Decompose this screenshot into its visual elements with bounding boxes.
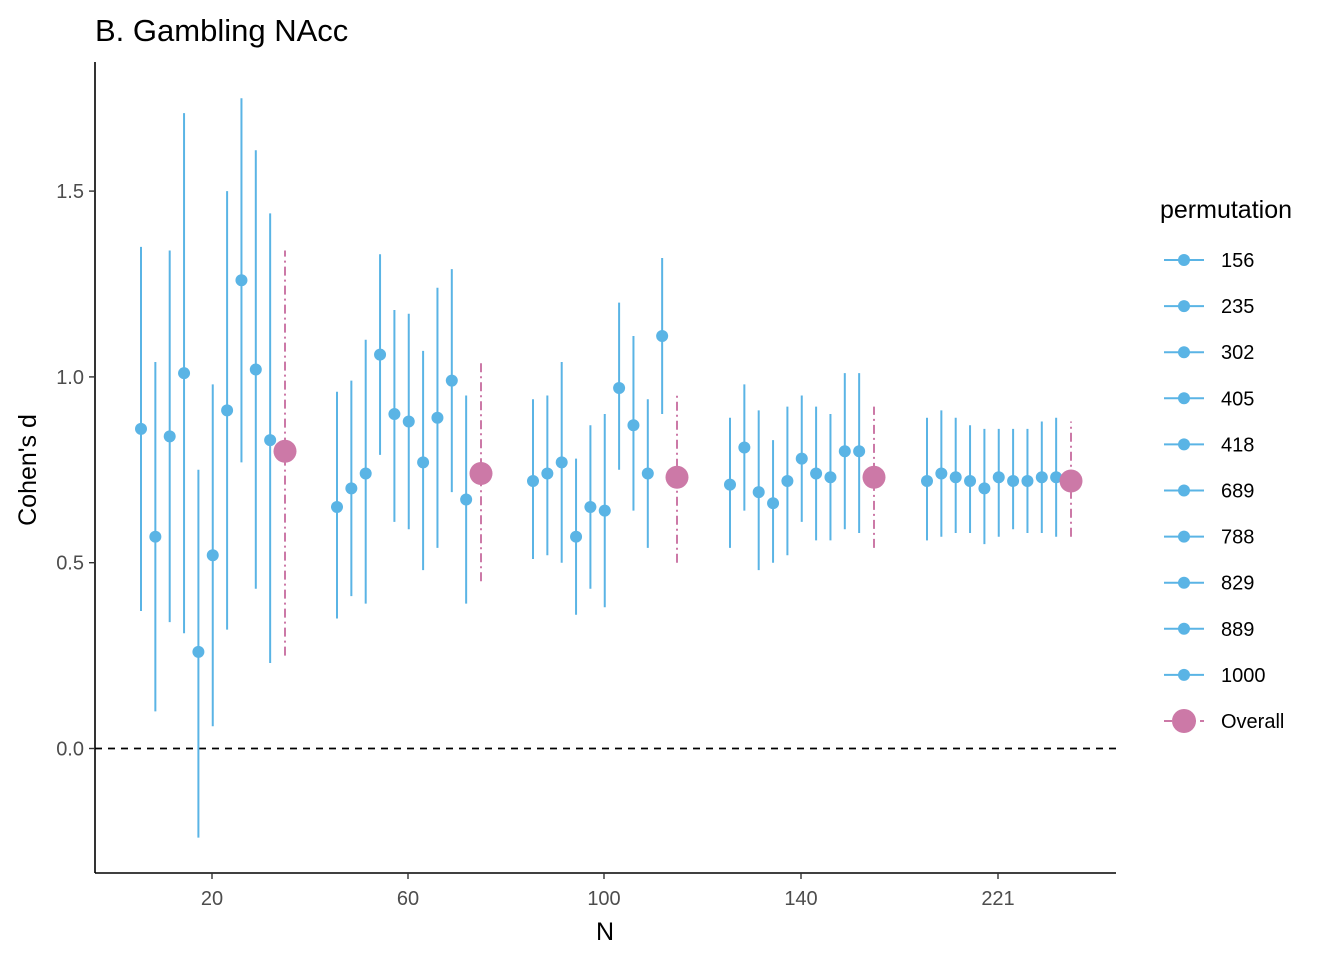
point-221-1000: [1050, 471, 1063, 484]
legend-label-418: 418: [1221, 434, 1254, 456]
point-140-235: [738, 441, 751, 454]
point-60-302: [359, 467, 372, 480]
overall-point-140: [862, 465, 886, 489]
point-60-1000: [460, 493, 473, 506]
point-140-788: [810, 467, 823, 480]
point-60-235: [345, 482, 358, 495]
legend-label-689: 689: [1221, 481, 1254, 503]
x-tick-label: 140: [784, 888, 817, 910]
point-100-889: [641, 467, 654, 480]
point-221-689: [992, 471, 1005, 484]
point-20-235: [149, 530, 162, 543]
point-100-405: [570, 530, 583, 543]
point-140-156: [724, 478, 736, 491]
point-221-156: [921, 474, 933, 487]
point-60-156: [331, 500, 343, 513]
point-100-235: [541, 467, 554, 480]
legend-key-point-689: [1178, 484, 1190, 497]
legend-key-point-405: [1178, 392, 1190, 405]
point-60-788: [417, 456, 430, 469]
legend-label-1000: 1000: [1221, 665, 1266, 687]
point-20-1000: [264, 434, 277, 447]
point-140-418: [781, 474, 794, 487]
point-20-788: [221, 404, 234, 417]
point-60-689: [402, 415, 415, 428]
point-100-418: [584, 500, 597, 513]
point-60-889: [445, 374, 458, 387]
point-140-405: [767, 497, 780, 510]
point-60-829: [431, 411, 444, 424]
point-20-418: [192, 645, 205, 658]
legend-key-point-829: [1178, 576, 1190, 589]
point-221-302: [949, 471, 962, 484]
point-221-829: [1021, 474, 1034, 487]
legend-label-889: 889: [1221, 619, 1254, 641]
legend-label-Overall: Overall: [1221, 711, 1284, 733]
x-tick-label: 100: [587, 888, 620, 910]
point-100-689: [598, 504, 611, 517]
point-140-889: [838, 445, 851, 458]
point-20-889: [249, 363, 262, 376]
legend-key-point-788: [1178, 530, 1190, 543]
point-221-889: [1035, 471, 1048, 484]
x-tick-label: 20: [201, 888, 223, 910]
x-axis-label: N: [596, 918, 614, 946]
point-20-302: [163, 430, 176, 443]
point-140-689: [795, 452, 808, 465]
y-tick-label: 0.0: [56, 739, 84, 761]
legend-key-point-156: [1178, 254, 1190, 266]
point-221-788: [1007, 474, 1020, 487]
legend-label-156: 156: [1221, 250, 1254, 272]
point-100-302: [555, 456, 568, 469]
legend-entries: 156 235 302 405 418 689 788 829 889 1000 Overall: [1164, 250, 1284, 733]
legend-title: permutation: [1160, 196, 1292, 224]
x-axis-ticks: 20 60 100 140 221: [201, 873, 1015, 910]
point-20-689: [206, 549, 219, 562]
y-axis-ticks: 0.0 0.5 1.0 1.5: [56, 181, 95, 761]
legend-label-235: 235: [1221, 296, 1254, 318]
x-tick-label: 60: [397, 888, 419, 910]
point-100-1000: [656, 330, 669, 343]
point-221-235: [935, 467, 948, 480]
point-60-418: [388, 408, 401, 421]
legend-label-788: 788: [1221, 527, 1254, 549]
legend-key-point-889: [1178, 622, 1190, 635]
legend-key-point-302: [1178, 346, 1190, 359]
legend-key-point-overall: [1172, 709, 1196, 733]
legend-key-point-1000: [1178, 668, 1190, 681]
y-tick-label: 0.5: [56, 553, 84, 575]
legend-label-829: 829: [1221, 573, 1254, 595]
point-100-788: [613, 382, 626, 395]
point-20-829: [235, 274, 248, 287]
legend-label-302: 302: [1221, 342, 1254, 364]
y-tick-label: 1.5: [56, 181, 84, 203]
y-tick-label: 1.0: [56, 367, 84, 389]
point-140-829: [824, 471, 837, 484]
point-100-156: [527, 474, 539, 487]
overall-point-100: [665, 465, 689, 489]
overall-point-60: [469, 462, 493, 486]
legend-key-point-418: [1178, 438, 1190, 451]
plot-area: 0.0 0.5 1.0 1.5 20 60 100 140 221: [56, 62, 1116, 910]
chart-title: B. Gambling NAcc: [95, 13, 348, 48]
legend-label-405: 405: [1221, 388, 1254, 410]
overall-point-20: [273, 439, 297, 463]
point-100-829: [627, 419, 640, 432]
point-221-418: [978, 482, 991, 495]
legend: permutation 1562353024054186897888298891…: [1160, 196, 1292, 733]
marks-layer: [135, 98, 1083, 838]
x-tick-label: 221: [981, 888, 1014, 910]
point-60-405: [374, 348, 387, 361]
overall-point-221: [1059, 469, 1083, 493]
legend-key-point-235: [1178, 300, 1190, 313]
point-140-302: [752, 486, 765, 499]
point-221-405: [964, 474, 977, 487]
point-20-156: [135, 422, 147, 435]
point-20-405: [178, 367, 191, 380]
y-axis-label: Cohen's d: [14, 414, 42, 526]
point-140-1000: [853, 445, 866, 458]
